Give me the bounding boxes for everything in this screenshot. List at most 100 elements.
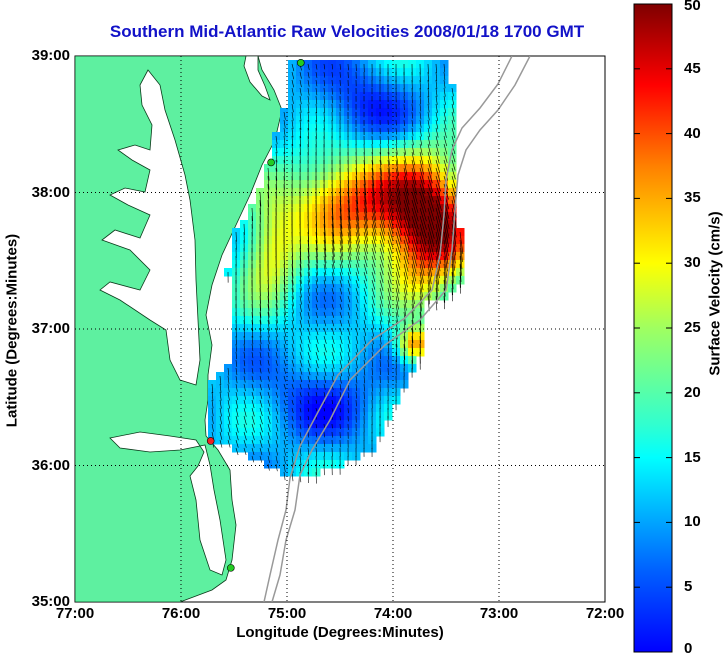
velocity-vector xyxy=(411,271,416,289)
velocity-vector xyxy=(259,311,262,325)
velocity-vector xyxy=(275,279,278,296)
velocity-vector xyxy=(419,319,422,334)
velocity-vector xyxy=(275,343,278,352)
velocity-vector xyxy=(403,231,410,250)
velocity-vector xyxy=(339,319,343,327)
velocity-vector xyxy=(275,439,279,448)
velocity-vector xyxy=(355,231,360,249)
velocity-vector xyxy=(291,103,294,113)
velocity-vector xyxy=(259,431,263,441)
velocity-vector xyxy=(267,303,270,318)
velocity-vector xyxy=(283,279,286,295)
velocity-vector xyxy=(259,335,262,345)
velocity-vector xyxy=(347,343,351,353)
velocity-vector xyxy=(291,407,294,414)
velocity-vector xyxy=(387,215,394,235)
velocity-vector xyxy=(347,319,351,327)
velocity-vector xyxy=(323,319,327,327)
velocity-vector xyxy=(403,335,406,352)
velocity-vector xyxy=(243,415,247,425)
velocity-vector xyxy=(387,271,392,285)
velocity-vector xyxy=(339,359,343,369)
velocity-vector xyxy=(291,343,295,352)
velocity-vector xyxy=(251,439,255,448)
velocity-vector xyxy=(411,287,415,304)
velocity-vector xyxy=(411,167,417,186)
velocity-vector xyxy=(451,255,455,278)
velocity-vector xyxy=(363,295,367,305)
velocity-vector xyxy=(291,439,294,448)
velocity-vector xyxy=(227,423,231,433)
velocity-vector xyxy=(403,327,406,342)
velocity-vector xyxy=(243,447,247,456)
velocity-vector xyxy=(443,95,446,105)
velocity-vector xyxy=(291,327,295,337)
velocity-vector xyxy=(299,255,302,271)
velocity-vector xyxy=(291,319,295,329)
colorbar xyxy=(633,3,673,653)
velocity-vector xyxy=(315,303,318,311)
velocity-vector xyxy=(347,255,352,268)
velocity-vector xyxy=(267,439,271,448)
velocity-vector xyxy=(339,343,343,353)
velocity-vector xyxy=(411,175,418,195)
velocity-vector xyxy=(251,303,253,318)
velocity-vector xyxy=(419,223,427,246)
velocity-vector xyxy=(371,159,374,176)
velocity-vector xyxy=(267,391,271,399)
velocity-vector xyxy=(315,63,318,70)
velocity-vector xyxy=(371,207,377,229)
velocity-vector xyxy=(355,367,358,376)
velocity-vector xyxy=(355,215,360,236)
velocity-vector xyxy=(315,383,318,390)
velocity-vector xyxy=(299,391,302,397)
velocity-vector xyxy=(315,231,318,251)
velocity-vector xyxy=(371,191,376,214)
velocity-vector xyxy=(379,183,384,206)
velocity-vector xyxy=(259,367,262,374)
velocity-vector xyxy=(259,399,263,408)
velocity-vector xyxy=(411,119,414,127)
velocity-vector xyxy=(275,455,278,464)
velocity-vector xyxy=(307,87,310,96)
velocity-vector xyxy=(211,423,214,432)
velocity-vector xyxy=(371,199,377,222)
velocity-vector xyxy=(323,271,327,282)
velocity-vector xyxy=(211,391,214,401)
velocity-vector xyxy=(387,255,392,269)
velocity-vector xyxy=(331,319,335,327)
velocity-vector xyxy=(315,335,319,344)
velocity-vector xyxy=(219,383,222,393)
velocity-vector xyxy=(299,103,302,113)
velocity-vector xyxy=(243,359,246,367)
velocity-vector xyxy=(347,327,351,336)
y-tick-label: 38:00 xyxy=(31,183,70,201)
velocity-vector xyxy=(299,287,302,298)
velocity-vector xyxy=(371,327,374,337)
velocity-vector xyxy=(323,383,326,390)
velocity-vector xyxy=(235,343,237,352)
velocity-vector xyxy=(427,231,434,256)
velocity-vector xyxy=(387,335,390,346)
velocity-vector xyxy=(283,375,286,382)
velocity-vector xyxy=(355,279,359,289)
velocity-vector xyxy=(395,279,400,294)
velocity-vector xyxy=(355,295,359,304)
velocity-vector xyxy=(307,327,311,336)
velocity-vector xyxy=(435,239,441,264)
velocity-vector xyxy=(387,191,394,214)
velocity-vector xyxy=(403,119,405,127)
velocity-vector xyxy=(315,423,317,429)
velocity-vector xyxy=(459,263,462,282)
velocity-vector xyxy=(323,359,327,369)
velocity-vector xyxy=(371,311,375,322)
velocity-vector xyxy=(363,183,367,205)
velocity-vector xyxy=(363,271,368,282)
velocity-vector xyxy=(443,135,448,147)
velocity-vector xyxy=(267,167,270,181)
velocity-vector xyxy=(211,399,214,409)
velocity-vector xyxy=(291,391,294,398)
velocity-vector xyxy=(411,183,418,205)
velocity-vector xyxy=(371,183,376,205)
velocity-vector xyxy=(411,327,414,344)
